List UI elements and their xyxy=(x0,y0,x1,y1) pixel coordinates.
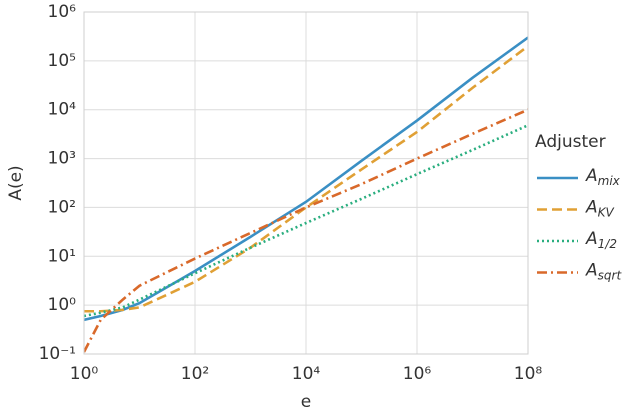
y-tick-label: 10⁵ xyxy=(48,51,76,71)
y-tick-label: 10⁴ xyxy=(48,100,77,120)
legend-label: Amix xyxy=(585,166,621,188)
y-tick-label: 10¹ xyxy=(48,246,76,266)
series-line xyxy=(84,36,528,322)
legend-label: Asqrt xyxy=(585,261,622,283)
x-tick-label: 10⁶ xyxy=(403,364,432,384)
legend-label: A1/2 xyxy=(585,229,617,251)
plot-frame xyxy=(83,11,529,355)
y-tick-label: 10³ xyxy=(48,149,76,169)
x-tick-label: 10² xyxy=(181,364,209,384)
y-axis-label: A(e) xyxy=(6,165,26,200)
y-tick-label: 10⁻¹ xyxy=(39,344,76,364)
x-tick-label: 10⁴ xyxy=(292,364,321,384)
x-tick-label: 10⁸ xyxy=(514,364,543,384)
x-axis-label: e xyxy=(301,392,311,412)
legend-title: Adjuster xyxy=(535,132,606,152)
x-tick-label: 10⁰ xyxy=(70,364,99,384)
y-tick-label: 10⁶ xyxy=(48,2,77,22)
y-tick-label: 10⁰ xyxy=(48,295,77,315)
series-line xyxy=(84,124,528,318)
legend-label: AKV xyxy=(585,198,615,220)
y-tick-label: 10² xyxy=(48,197,76,217)
